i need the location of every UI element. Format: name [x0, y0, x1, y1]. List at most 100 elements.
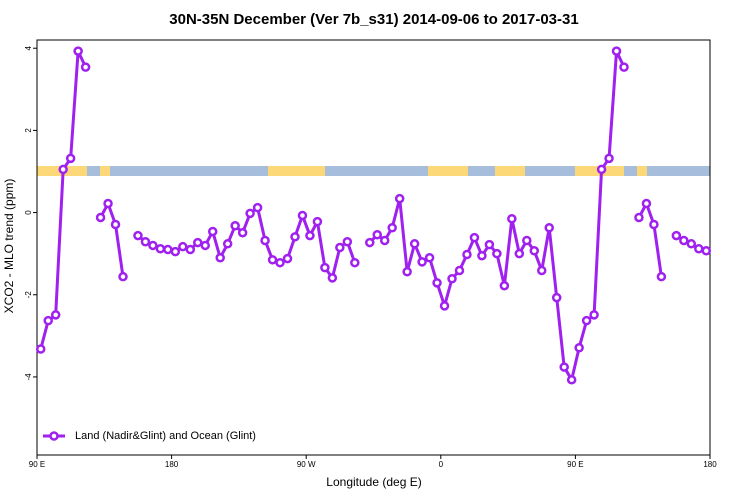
- legend-marker: [49, 431, 59, 441]
- data-point: [649, 219, 659, 230]
- data-point: [469, 232, 480, 243]
- data-point: [140, 236, 151, 247]
- ocean-band: [37, 166, 710, 176]
- data-point: [619, 62, 629, 72]
- data-point: [641, 198, 652, 209]
- data-point: [95, 212, 106, 223]
- plot-frame: [36, 39, 711, 456]
- data-point: [439, 301, 450, 311]
- data-point: [200, 240, 210, 251]
- data-point: [634, 212, 644, 223]
- data-point: [267, 255, 278, 265]
- x-tick-label: 90 E: [29, 460, 45, 469]
- data-point: [604, 153, 614, 164]
- data-point: [492, 248, 502, 259]
- data-point: [73, 46, 83, 56]
- data-point: [282, 253, 293, 264]
- data-point: [589, 310, 599, 320]
- x-tick-label: 0: [439, 460, 444, 469]
- series-line: [39, 49, 707, 382]
- land-band: [637, 166, 647, 176]
- data-point: [58, 164, 68, 175]
- data-point: [297, 210, 308, 221]
- x-axis-label: Longitude (deg E): [326, 475, 421, 489]
- land-band: [428, 166, 468, 176]
- data-point: [275, 257, 285, 268]
- data-point: [290, 232, 300, 242]
- y-tick-label: -4: [24, 373, 33, 381]
- data-point: [581, 315, 592, 326]
- data-point: [230, 220, 240, 231]
- data-point: [305, 230, 315, 241]
- legend-label: Land (Nadir&Glint) and Ocean (Glint): [75, 430, 256, 442]
- data-point: [110, 219, 121, 230]
- data-point: [365, 237, 375, 248]
- data-point: [394, 193, 405, 204]
- data-point: [454, 265, 465, 276]
- x-tick-label: 180: [165, 460, 179, 469]
- y-tick-label: 0: [24, 210, 33, 215]
- data-point: [522, 235, 532, 246]
- data-point: [350, 257, 360, 268]
- data-point: [417, 257, 427, 267]
- data-point: [163, 244, 173, 255]
- data-point: [686, 239, 697, 249]
- data-point: [35, 344, 46, 354]
- data-point: [312, 216, 323, 227]
- x-tick-label: 180: [703, 460, 717, 469]
- data-point: [507, 213, 517, 224]
- data-point: [65, 153, 76, 164]
- data-point: [462, 249, 472, 260]
- data-point: [193, 237, 203, 248]
- data-point: [170, 246, 181, 257]
- land-band: [495, 166, 525, 176]
- y-axis-label: XCO2 - MLO trend (ppm): [2, 179, 16, 314]
- data-point: [596, 164, 607, 175]
- data-point: [679, 235, 689, 246]
- data-point: [611, 46, 622, 56]
- y-tick-label: 4: [24, 45, 33, 50]
- data-point: [80, 62, 91, 72]
- data-point: [252, 202, 263, 213]
- data-point: [379, 235, 390, 246]
- data-point: [215, 253, 225, 263]
- data-point: [424, 253, 435, 263]
- land-band: [268, 166, 325, 176]
- data-point: [237, 227, 248, 238]
- chart-title: 30N-35N December (Ver 7b_s31) 2014-09-06…: [169, 11, 578, 28]
- data-point: [43, 315, 53, 326]
- data-point: [694, 243, 704, 254]
- data-point: [260, 235, 270, 246]
- data-point: [133, 230, 143, 241]
- data-point: [656, 271, 667, 282]
- data-point: [514, 248, 525, 259]
- data-point: [335, 242, 345, 253]
- y-tick-label: -2: [24, 291, 33, 299]
- y-tick-label: 2: [24, 128, 33, 133]
- data-point: [529, 246, 540, 256]
- data-point: [559, 362, 569, 372]
- surface-band: [37, 166, 710, 176]
- data-point: [499, 280, 510, 291]
- data-point: [574, 343, 584, 353]
- data-point: [50, 310, 61, 320]
- data-point: [320, 262, 330, 273]
- data-point: [432, 278, 442, 288]
- data-point: [671, 230, 682, 241]
- data-point: [477, 250, 487, 261]
- data-point: [537, 265, 547, 276]
- data-point: [222, 239, 233, 249]
- data-point: [544, 223, 554, 233]
- data-point: [484, 239, 495, 250]
- data-point: [551, 292, 562, 303]
- data-point: [155, 243, 166, 254]
- x-tick-label: 90 E: [567, 460, 583, 469]
- data-point: [327, 273, 338, 283]
- data-point: [566, 375, 577, 385]
- data-point: [447, 273, 457, 284]
- data-point: [185, 244, 196, 255]
- data-point: [402, 266, 412, 277]
- data-point: [103, 198, 113, 209]
- data-point: [207, 226, 218, 237]
